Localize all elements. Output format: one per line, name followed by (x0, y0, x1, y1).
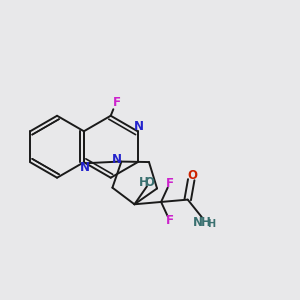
Text: O: O (188, 169, 197, 182)
Text: N: N (112, 153, 122, 167)
Text: N: N (80, 161, 90, 174)
Text: H: H (207, 219, 215, 229)
Text: N: N (193, 216, 203, 229)
Text: O: O (145, 176, 154, 189)
Text: H: H (138, 176, 148, 189)
Text: F: F (112, 96, 121, 109)
Text: F: F (166, 214, 174, 227)
Text: F: F (166, 177, 174, 190)
Text: N: N (134, 119, 144, 133)
Text: H: H (201, 216, 211, 229)
